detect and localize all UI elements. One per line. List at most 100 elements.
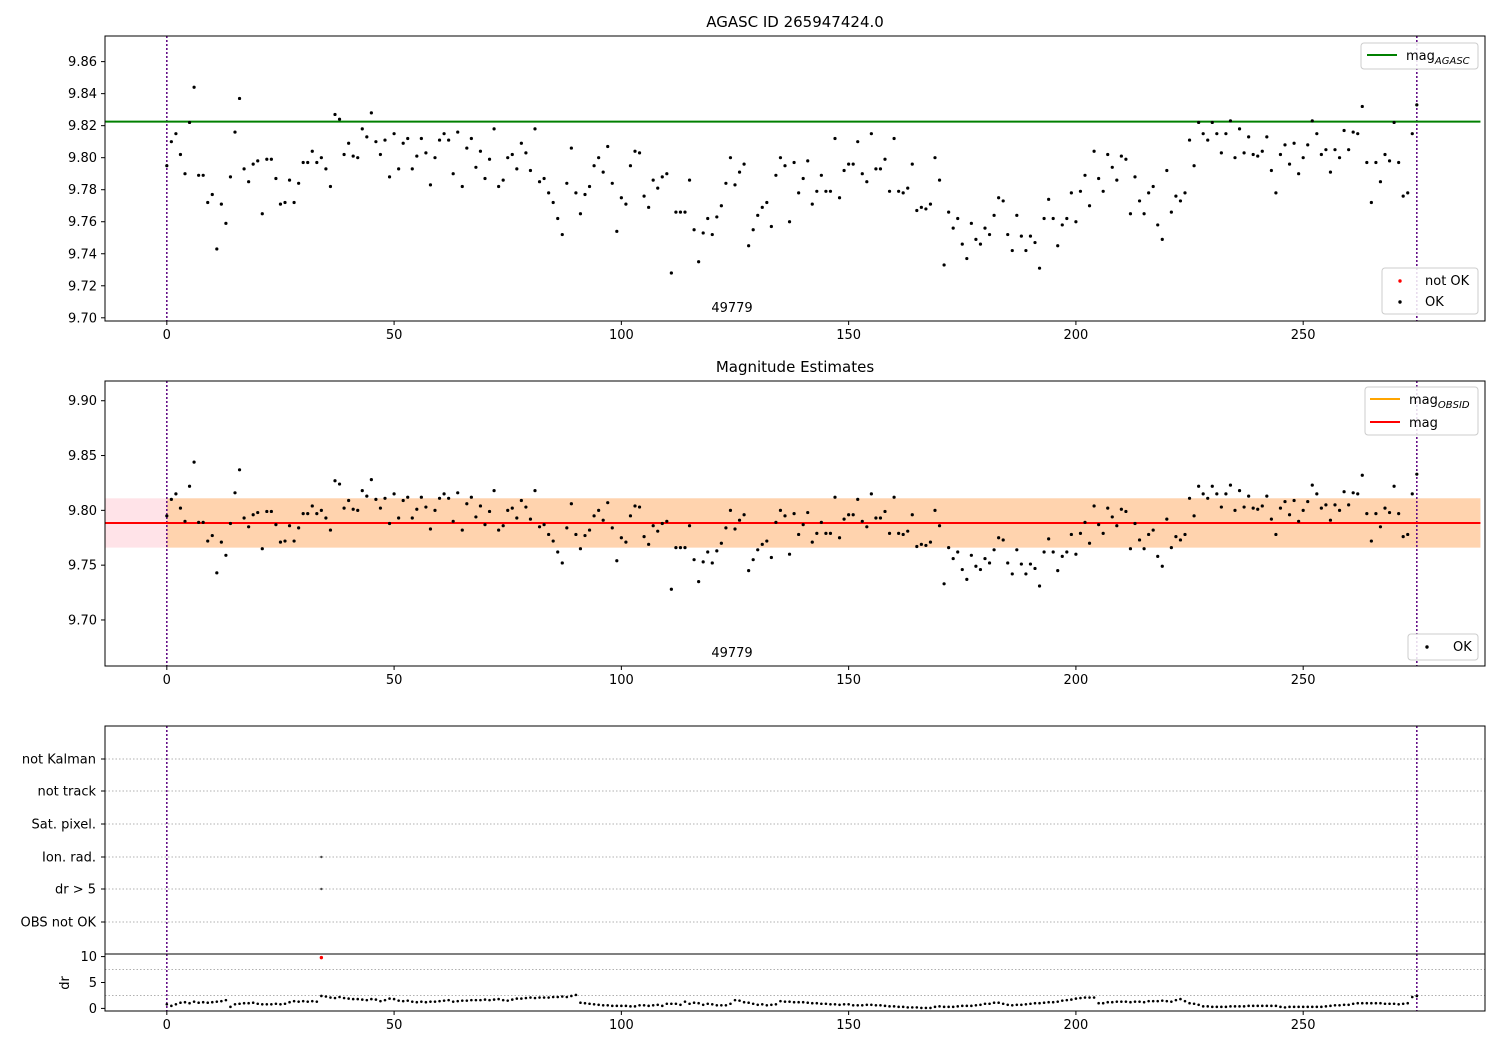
p1-point-198 (1065, 216, 1069, 221)
dr-point-76 (510, 998, 514, 1001)
p1-point-192 (1037, 266, 1042, 270)
dr-point-205 (1097, 1001, 1100, 1005)
dr-point-207 (1106, 1000, 1110, 1004)
p2-point-38 (337, 482, 342, 486)
p2-point-121 (715, 549, 719, 553)
p2-point-272 (1401, 535, 1405, 539)
dr-point-202 (1083, 996, 1087, 999)
p2-point-67 (469, 495, 473, 499)
p2-point-108 (656, 529, 660, 533)
dr-point-110 (665, 1002, 669, 1006)
p1-point-141 (806, 159, 810, 163)
p1-point-196 (1056, 244, 1060, 248)
p1-point-121 (715, 215, 719, 219)
p2-point-4 (183, 519, 187, 523)
dr-point-84 (547, 996, 550, 999)
p1-point-122 (719, 204, 723, 208)
p1-point-208 (1110, 165, 1114, 169)
dr-point-120 (710, 1002, 714, 1006)
dr-point-235 (1233, 1005, 1237, 1008)
dr-point-166 (920, 1006, 923, 1010)
dr-point-6 (192, 1000, 196, 1003)
p1-point-28 (292, 200, 296, 205)
dr-point-257 (1333, 1004, 1337, 1007)
p1-point-147 (833, 136, 837, 141)
svg-text:magOBSID: magOBSID (1409, 393, 1470, 411)
p1-point-243 (1269, 168, 1273, 173)
dr-point-123 (724, 1004, 728, 1007)
dr-point-244 (1274, 1004, 1278, 1008)
p2-point-58 (428, 527, 433, 531)
p2-point-68 (474, 515, 478, 519)
p1-point-108 (656, 186, 660, 190)
dr-point-210 (1120, 1000, 1123, 1003)
p1-point-176 (965, 256, 969, 261)
dr-point-103 (633, 1005, 637, 1008)
legend-not-ok-label: not OK (1425, 274, 1470, 289)
dr-point-186 (1010, 1004, 1014, 1007)
dr-point-228 (1201, 1005, 1205, 1008)
p2-point-227 (1197, 484, 1201, 488)
p2-point-269 (1387, 510, 1392, 515)
dr-point-39 (342, 996, 346, 1000)
p4-ytick-label-0: 0 (89, 1002, 97, 1017)
p1-point-50 (392, 132, 396, 136)
p1-point-2 (174, 132, 178, 136)
dr-point-102 (629, 1005, 632, 1008)
p1-point-29 (297, 181, 301, 185)
p2-point-100 (619, 536, 623, 540)
p2-point-50 (392, 492, 396, 496)
p2-point-214 (1137, 538, 1142, 542)
p2-point-238 (1247, 494, 1251, 498)
p2-point-47 (378, 506, 383, 510)
p1-xtick-label-150: 150 (836, 328, 861, 343)
dr-point-94 (592, 1002, 596, 1006)
p1-point-34 (319, 156, 323, 160)
flag-label-sat-pixel-: Sat. pixel. (32, 818, 96, 833)
p1-point-163 (906, 186, 910, 190)
p2-point-104 (637, 505, 642, 509)
p2-point-221 (1169, 546, 1173, 550)
dr-point-134 (774, 1002, 778, 1006)
dr-point-85 (551, 995, 555, 999)
p1-point-105 (642, 194, 646, 198)
dr-point-1 (170, 1004, 173, 1008)
p2-point-75 (506, 508, 510, 512)
dr-point-106 (647, 1004, 650, 1008)
dr-point-20 (256, 1002, 260, 1006)
dr-point-168 (929, 1006, 932, 1010)
p1-point-65 (460, 184, 464, 189)
p2-point-85 (551, 539, 555, 543)
p1-point-1 (169, 140, 173, 144)
p1-point-242 (1265, 135, 1269, 139)
p2-point-229 (1206, 496, 1210, 500)
p1-point-266 (1374, 160, 1378, 165)
p2-point-265 (1369, 539, 1373, 543)
p2-point-171 (942, 582, 946, 586)
dr-point-201 (1079, 996, 1082, 1000)
p1-point-209 (1115, 178, 1119, 182)
p1-point-258 (1337, 156, 1342, 160)
dr-point-195 (1051, 1000, 1055, 1004)
dr-point-217 (1151, 999, 1155, 1003)
dr-point-253 (1315, 1005, 1319, 1009)
p4-xtick-label-50: 50 (386, 1018, 403, 1033)
dr-point-211 (1124, 1000, 1128, 1003)
panel-1-legend-top: magAGASC (1360, 42, 1479, 70)
dr-point-204 (1092, 996, 1096, 999)
p2-point-103 (633, 504, 637, 508)
dr-point-230 (1210, 1005, 1214, 1009)
dr-point-268 (1383, 1002, 1387, 1006)
p1-point-24 (274, 176, 278, 181)
p2-point-111 (669, 587, 673, 591)
p1-point-138 (792, 160, 796, 165)
p1-point-265 (1369, 200, 1373, 205)
dr-point-21 (260, 1002, 264, 1006)
p2-point-79 (524, 505, 528, 509)
p2-point-0 (165, 514, 169, 518)
dr-point-126 (738, 999, 741, 1002)
dr-point-67 (470, 998, 473, 1002)
p1-point-69 (478, 149, 483, 153)
p2-point-80 (528, 517, 533, 521)
dr-point-4 (183, 1000, 187, 1004)
